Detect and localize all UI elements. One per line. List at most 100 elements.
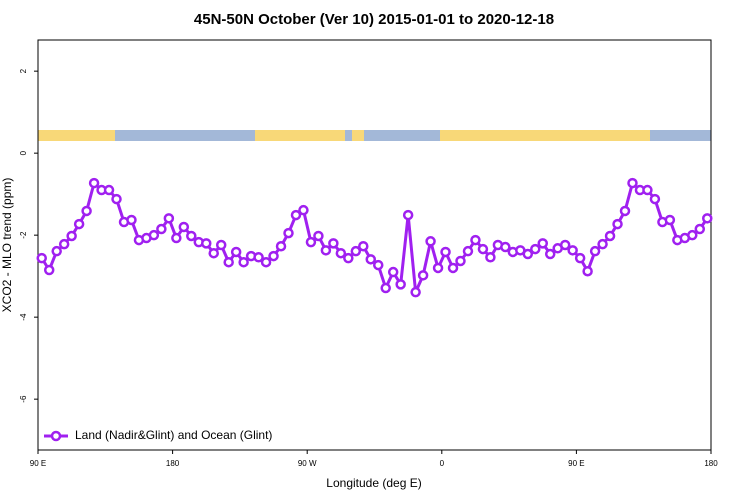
y-tick-label: 2: [19, 68, 28, 73]
y-tick-label: -4: [19, 313, 28, 321]
y-tick-label: -6: [19, 395, 28, 403]
land-ocean-band: [38, 130, 711, 141]
data-point: [687, 229, 698, 241]
data-point: [111, 193, 122, 205]
data-point: [260, 256, 272, 268]
data-point: [522, 248, 534, 260]
x-tick-label: 90 W: [298, 459, 317, 468]
data-point: [126, 214, 137, 226]
data-point: [343, 252, 354, 264]
data-point: [544, 248, 556, 260]
land-band: [38, 130, 115, 141]
data-point: [500, 241, 511, 253]
data-point: [365, 254, 377, 265]
data-point: [238, 256, 249, 268]
data-point: [470, 234, 481, 246]
data-point: [372, 259, 384, 271]
y-tick-label: 0: [19, 150, 28, 155]
land-band: [440, 130, 650, 141]
data-point: [410, 286, 421, 298]
data-point: [530, 243, 541, 255]
x-tick-label: 180: [166, 459, 180, 468]
data-point: [275, 240, 287, 252]
data-point: [350, 245, 362, 257]
data-point: [88, 177, 100, 189]
data-point: [178, 221, 190, 233]
data-point: [425, 236, 436, 247]
data-point: [604, 230, 616, 242]
legend-marker: [50, 430, 62, 442]
ocean-band: [38, 130, 711, 141]
data-point: [664, 214, 676, 226]
data-point: [358, 240, 369, 252]
data-point: [328, 238, 339, 249]
y-axis-label: XCO2 - MLO trend (ppm): [0, 178, 14, 313]
data-point: [201, 238, 212, 249]
data-point: [582, 265, 593, 277]
data-point: [455, 255, 466, 267]
data-point: [51, 245, 62, 257]
data-point: [171, 232, 182, 244]
data-point: [223, 256, 234, 268]
data-point: [485, 252, 496, 263]
data-point: [290, 209, 302, 221]
x-tick-label: 0: [440, 459, 445, 468]
data-point: [440, 246, 451, 258]
data-point: [402, 209, 414, 221]
data-point: [186, 230, 197, 242]
data-point: [537, 238, 548, 249]
data-point: [395, 279, 406, 290]
data-point: [208, 247, 219, 259]
data-point: [335, 247, 347, 259]
data-point: [462, 245, 474, 257]
data-point: [694, 223, 706, 235]
land-band: [352, 130, 364, 141]
data-point: [567, 245, 578, 256]
x-tick-label: 180: [704, 459, 718, 468]
data-point: [447, 262, 459, 274]
data-point: [597, 238, 608, 250]
y-tick-label: -2: [19, 231, 28, 239]
data-point: [313, 230, 324, 242]
data-point: [283, 227, 294, 239]
plot-frame: [37, 39, 712, 451]
data-point: [649, 193, 661, 205]
legend-label: Land (Nadir&Glint) and Ocean (Glint): [75, 428, 272, 442]
data-point: [43, 264, 55, 276]
chart-title: 45N-50N October (Ver 10) 2015-01-01 to 2…: [194, 11, 554, 28]
data-point: [387, 266, 399, 278]
data-point: [320, 245, 332, 256]
data-point: [66, 230, 77, 242]
data-point: [642, 184, 653, 196]
x-tick-label: 90 E: [30, 459, 46, 468]
data-point: [58, 238, 70, 250]
data-point: [163, 213, 175, 224]
data-point: [73, 218, 85, 230]
x-axis-label: Longitude (deg E): [326, 476, 421, 490]
data-point: [432, 262, 444, 274]
data-point: [81, 205, 92, 217]
data-point: [268, 250, 279, 262]
data-point: [477, 243, 489, 255]
data-point: [253, 252, 264, 263]
data-point: [702, 213, 713, 224]
data-point: [36, 252, 47, 264]
data-point: [103, 184, 115, 196]
data-point: [619, 205, 631, 217]
data-point: [230, 246, 242, 258]
data-point: [627, 177, 638, 189]
data-point: [612, 218, 623, 230]
land-band: [255, 130, 345, 141]
data-point: [380, 282, 391, 294]
data-point: [215, 239, 227, 251]
data-point: [559, 239, 571, 251]
data-point: [305, 236, 317, 248]
data-point: [148, 229, 160, 241]
x-tick-label: 90 E: [568, 459, 584, 468]
data-point: [574, 252, 586, 264]
data-point: [589, 245, 601, 257]
data-point: [298, 204, 309, 216]
data-point: [417, 270, 429, 281]
data-point: [156, 223, 167, 235]
